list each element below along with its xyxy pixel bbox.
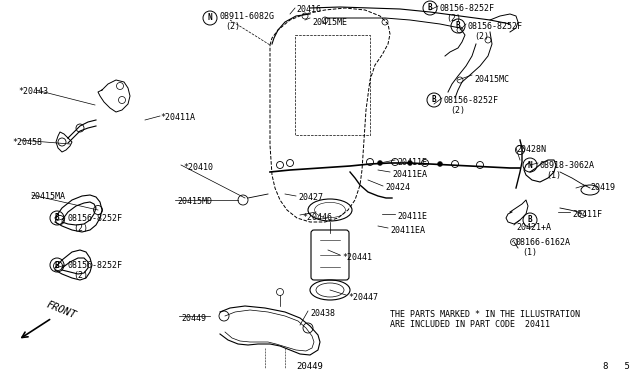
Text: 08156-8252F: 08156-8252F — [67, 214, 122, 223]
Text: B: B — [428, 3, 432, 13]
Text: 8   5: 8 5 — [603, 362, 629, 371]
Text: 20411EA: 20411EA — [392, 170, 427, 179]
Text: 20411E: 20411E — [397, 212, 427, 221]
Text: 20428N: 20428N — [516, 145, 546, 154]
Text: 08156-8252F: 08156-8252F — [440, 4, 495, 13]
Text: 20421+A: 20421+A — [516, 223, 551, 232]
Text: *20410: *20410 — [183, 163, 213, 172]
Text: B: B — [456, 22, 460, 31]
Text: *20411A: *20411A — [160, 113, 195, 122]
Text: (1): (1) — [522, 248, 537, 257]
Text: 20449: 20449 — [181, 314, 206, 323]
Text: (1): (1) — [546, 171, 561, 180]
Text: B: B — [528, 215, 532, 224]
Text: 08911-6082G: 08911-6082G — [220, 12, 275, 21]
Text: (2): (2) — [225, 22, 240, 31]
Text: *20441: *20441 — [342, 253, 372, 262]
Text: 08166-6162A: 08166-6162A — [516, 238, 571, 247]
Text: 20438: 20438 — [310, 309, 335, 318]
Text: 20415MC: 20415MC — [474, 75, 509, 84]
Text: 20415MA: 20415MA — [30, 192, 65, 201]
Text: 08156-8252F: 08156-8252F — [444, 96, 499, 105]
Text: (2): (2) — [73, 224, 88, 233]
Text: 20419: 20419 — [590, 183, 615, 192]
Text: THE PARTS MARKED * IN THE ILLUSTRATION: THE PARTS MARKED * IN THE ILLUSTRATION — [390, 310, 580, 319]
Text: 20415ME: 20415ME — [312, 18, 347, 27]
Text: (2): (2) — [446, 14, 461, 23]
Text: (2): (2) — [474, 32, 489, 41]
Text: 20411EA: 20411EA — [390, 226, 425, 235]
Text: *20447: *20447 — [348, 293, 378, 302]
Text: 08918-3062A: 08918-3062A — [540, 161, 595, 170]
Circle shape — [438, 161, 442, 167]
Text: FRONT: FRONT — [45, 299, 77, 321]
Text: 08156-8252F: 08156-8252F — [468, 22, 523, 31]
Text: 20411E: 20411E — [397, 158, 427, 167]
Circle shape — [378, 160, 383, 166]
Text: 20449: 20449 — [296, 362, 323, 371]
Text: *20446: *20446 — [302, 213, 332, 222]
Text: ARE INCLUDED IN PART CODE  20411: ARE INCLUDED IN PART CODE 20411 — [390, 320, 550, 329]
Circle shape — [408, 160, 413, 166]
Text: N: N — [528, 160, 532, 170]
Text: B: B — [54, 214, 60, 222]
Text: 08156-8252F: 08156-8252F — [67, 261, 122, 270]
Text: 20411F: 20411F — [572, 210, 602, 219]
Text: 20415MD: 20415MD — [177, 197, 212, 206]
Text: 20416: 20416 — [296, 5, 321, 14]
Text: N: N — [208, 13, 212, 22]
Text: *20458: *20458 — [12, 138, 42, 147]
Text: (2): (2) — [73, 271, 88, 280]
Text: *20443: *20443 — [18, 87, 48, 96]
Text: 20427: 20427 — [298, 193, 323, 202]
Text: B: B — [54, 260, 60, 269]
Text: 20424: 20424 — [385, 183, 410, 192]
Text: (2): (2) — [450, 106, 465, 115]
Text: B: B — [432, 96, 436, 105]
